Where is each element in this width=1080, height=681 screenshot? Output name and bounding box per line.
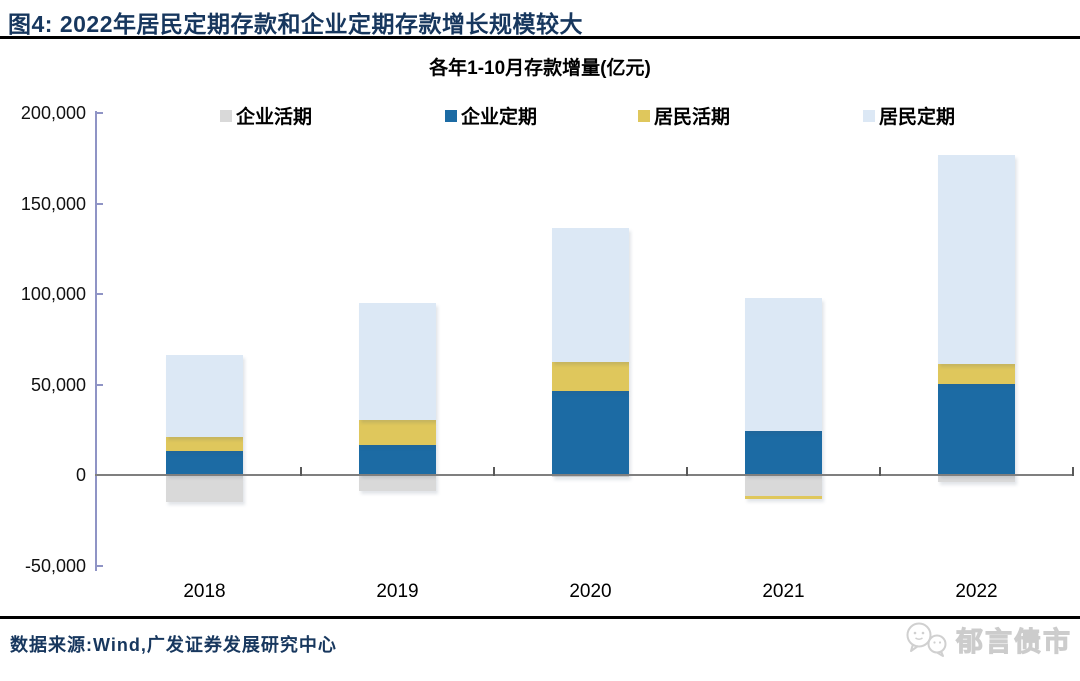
category-boundary-tick <box>879 467 881 476</box>
figure-title: 图4: 2022年居民定期存款和企业定期存款增长规模较大 <box>8 11 584 37</box>
legend-label: 企业定期 <box>461 107 538 128</box>
legend-item-居民定期: 居民定期 <box>863 102 955 129</box>
watermark: 郁言债市 <box>904 620 1072 659</box>
y-axis-tick-label: 0 <box>75 465 86 485</box>
data-source-text: 数据来源:Wind,广发证券发展研究中心 <box>10 635 337 655</box>
y-axis-tick-label: 150,000 <box>20 193 86 214</box>
x-axis-label: 2020 <box>569 581 612 602</box>
bar-segment-企业定期 <box>166 451 243 475</box>
bar-segment-居民定期 <box>359 303 436 420</box>
legend-label: 企业活期 <box>236 107 313 128</box>
bar-segment-企业活期 <box>166 475 243 503</box>
y-axis-tick-label: 200,000 <box>20 103 86 123</box>
watermark-text: 郁言债市 <box>956 627 1072 658</box>
y-axis-tick <box>95 112 103 114</box>
y-axis-tick <box>95 202 103 205</box>
bar-segment-居民活期 <box>938 363 1015 384</box>
bar-segment-企业定期 <box>552 390 629 475</box>
legend-label: 居民定期 <box>879 107 956 128</box>
category-boundary-tick <box>1072 467 1074 476</box>
y-axis-tick <box>95 383 103 386</box>
bar-segment-居民定期 <box>552 227 629 362</box>
bar-segment-居民活期 <box>166 436 243 452</box>
legend-item-企业活期: 企业活期 <box>220 102 312 129</box>
bar-segment-企业活期 <box>359 475 436 492</box>
y-axis-tick <box>95 564 103 567</box>
bar-segment-企业活期 <box>938 475 1015 483</box>
legend-swatch-企业定期 <box>445 109 457 122</box>
bar-segment-企业定期 <box>938 383 1015 475</box>
category-boundary-tick <box>300 467 302 476</box>
bar-segment-企业定期 <box>359 445 436 475</box>
footer-divider <box>0 616 1080 619</box>
bar-segment-居民活期 <box>745 495 822 499</box>
legend-swatch-居民定期 <box>863 109 875 122</box>
x-axis-label: 2022 <box>955 581 998 602</box>
y-axis-tick-label: -50,000 <box>24 555 86 576</box>
bar-segment-企业活期 <box>745 475 822 496</box>
category-boundary-tick <box>686 467 688 476</box>
x-axis-zero-line <box>95 474 1073 476</box>
x-axis-label: 2019 <box>376 581 419 602</box>
bar-segment-居民活期 <box>359 419 436 446</box>
legend-label: 居民活期 <box>654 107 731 128</box>
legend-item-企业定期: 企业定期 <box>445 102 537 129</box>
y-axis-line <box>95 111 97 571</box>
legend-swatch-企业活期 <box>220 109 232 122</box>
y-axis-tick <box>95 293 103 295</box>
chart-subtitle: 各年1-10月存款增量(亿元) <box>429 58 651 79</box>
bar-segment-居民定期 <box>745 297 822 431</box>
x-axis-label: 2018 <box>183 581 226 602</box>
category-boundary-tick <box>493 467 495 476</box>
title-divider <box>0 36 1080 39</box>
y-axis-tick-label: 50,000 <box>30 374 86 395</box>
bar-segment-居民活期 <box>552 361 629 391</box>
chat-bubbles-icon <box>906 622 947 657</box>
legend-swatch-居民活期 <box>638 109 650 122</box>
y-axis-tick-label: 100,000 <box>20 284 86 304</box>
bar-segment-企业定期 <box>745 430 822 475</box>
bar-segment-居民定期 <box>166 354 243 437</box>
bar-segment-居民定期 <box>938 154 1015 364</box>
x-axis-label: 2021 <box>762 581 805 602</box>
legend-item-居民活期: 居民活期 <box>638 102 730 129</box>
